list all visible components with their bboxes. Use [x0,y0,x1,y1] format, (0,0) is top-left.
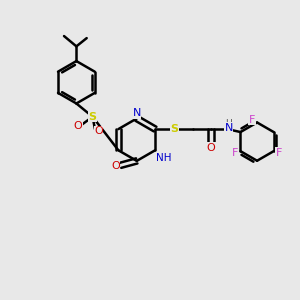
Text: O: O [207,142,215,153]
Text: F: F [249,115,255,124]
Text: O: O [94,126,103,136]
Text: O: O [74,122,82,131]
Text: F: F [276,148,282,158]
Text: H: H [225,119,232,128]
Text: F: F [232,148,238,158]
Text: O: O [111,161,120,171]
Text: NH: NH [156,153,171,163]
Text: S: S [170,124,178,134]
Text: N: N [133,108,141,118]
Text: S: S [88,112,97,122]
Text: N: N [224,123,233,133]
